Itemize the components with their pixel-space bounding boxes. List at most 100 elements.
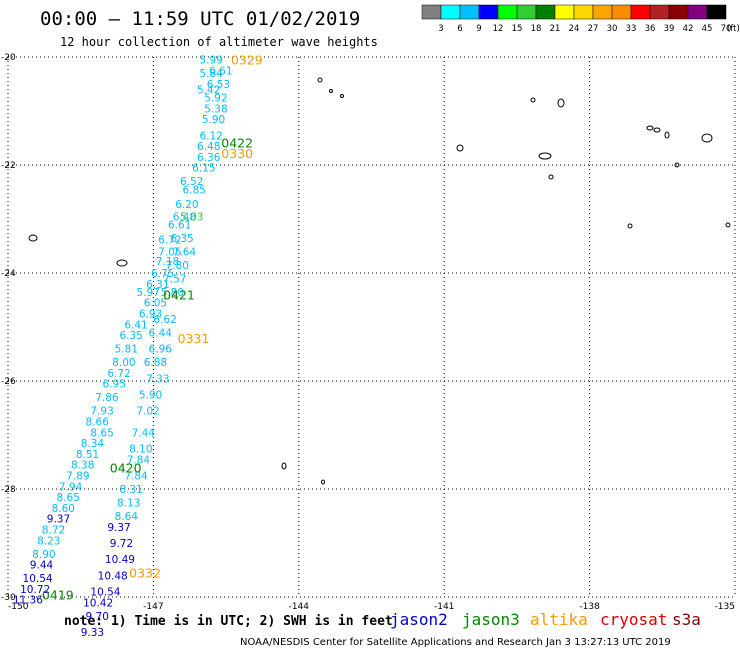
- island-outline: [653, 127, 661, 133]
- island-outline: [116, 259, 128, 267]
- axis-ticks: -20 -22 -24 -26 -28 -30-150 -147 -144 -141 -138 -1…: [1, 53, 735, 612]
- wave-height-label: 7.05: [158, 246, 181, 258]
- wave-height-label: 5.90: [202, 114, 225, 126]
- island-outline: [646, 125, 654, 131]
- wave-height-label: 8.23: [37, 535, 60, 547]
- wave-height-label: 8.64: [115, 511, 139, 523]
- colorbar-swatch: [516, 4, 537, 20]
- wave-height-label: 5.81: [115, 344, 138, 356]
- wave-height-label: 8.10: [129, 444, 152, 456]
- lat-tick-label: -30: [1, 593, 16, 603]
- colorbar-label: 27: [588, 24, 599, 34]
- wave-height-label: 10.54: [23, 573, 53, 585]
- wave-height-label: 10.49: [105, 554, 135, 566]
- wave-height-label: 6.35: [170, 233, 193, 245]
- island-outline: [548, 174, 554, 180]
- wave-height-label: 5.42: [197, 84, 220, 96]
- colorbar-swatch: [478, 4, 499, 20]
- island-outline: [701, 133, 713, 143]
- wave-height-label: 6.53: [207, 79, 230, 91]
- wave-height-label: 6.15: [192, 163, 215, 175]
- units-note: note: 1) Time is in UTC; 2) SWH is in fe…: [64, 614, 393, 629]
- wave-height-label: 9.37: [107, 522, 130, 534]
- wave-height-label: 7.44: [132, 427, 156, 439]
- wave-height-label: 6.88: [144, 357, 167, 369]
- wave-height-label: 8.00: [112, 357, 135, 369]
- wave-height-label: 10.48: [98, 570, 128, 582]
- wave-height-label: 6.44: [149, 327, 173, 339]
- wave-height-label: 9.33: [81, 627, 104, 639]
- wave-height-label: 6.48: [197, 141, 220, 153]
- island-outline: [664, 131, 670, 139]
- colorbar-swatch: [611, 4, 632, 20]
- wave-height-label: 8.13: [117, 498, 140, 510]
- island-outline: [281, 462, 287, 470]
- pass-time-label: 0419: [42, 587, 74, 602]
- colorbar-swatch: [440, 4, 461, 20]
- wave-height-label: 7.57: [163, 273, 186, 285]
- lat-tick-label: -28: [1, 485, 16, 495]
- wave-height-label: 8.65: [90, 427, 113, 439]
- satellite-legend-s3a: s3a: [672, 610, 701, 629]
- colorbar-swatch: [649, 4, 670, 20]
- wave-height-label: 9.44: [30, 560, 54, 572]
- lon-tick-label: -144: [289, 602, 310, 612]
- satellite-legend-jason2: jason2: [390, 610, 448, 629]
- island-outline: [557, 98, 565, 108]
- wave-height-label: 5.38: [204, 103, 227, 115]
- pass-time-label: 0329: [231, 53, 263, 68]
- colorbar-label: 12: [493, 24, 504, 34]
- colorbar-label: 30: [607, 24, 618, 34]
- lon-tick-label: -150: [8, 602, 29, 612]
- wave-height-label: 9.70: [86, 611, 109, 623]
- pass-time-label: 0332: [129, 566, 161, 581]
- wave-height-label: 6.62: [153, 314, 176, 326]
- colorbar-label: 33: [626, 24, 637, 34]
- satellite-legend-altika: altika: [530, 610, 588, 629]
- colorbar-label: 18: [531, 24, 542, 34]
- colorbar-swatch: [592, 4, 613, 20]
- wave-height-label: 6.61: [168, 219, 191, 231]
- wave-height-label: 5.84: [199, 68, 223, 80]
- wave-height-label: 10.72: [20, 584, 50, 596]
- wave-height-label: 11.36: [13, 595, 43, 607]
- pass-time-label: 0331: [178, 331, 210, 346]
- wave-height-label: 8.65: [56, 492, 79, 504]
- wave-height-label: 6.48: [173, 211, 196, 223]
- wave-height-label: 6.36: [197, 152, 221, 164]
- colorbar-swatch: [421, 4, 442, 20]
- wave-height-label: 6.12: [199, 130, 222, 142]
- colorbar-label: 39: [664, 24, 675, 34]
- colorbar-label: 9: [476, 24, 481, 34]
- colorbar-label: 36: [645, 24, 656, 34]
- colorbar-swatch: [497, 4, 518, 20]
- wave-height-label: 5.97: [136, 287, 159, 299]
- wave-height-label: 5.90: [139, 390, 162, 402]
- wave-height-label: 7.33: [146, 373, 169, 385]
- island-outline: [538, 152, 552, 160]
- wave-height-label: 8.66: [86, 417, 110, 429]
- wave-height-labels: 5.996.615.846.535.425.925.385.906.126.48…: [13, 55, 233, 639]
- wave-height-label: 6.75: [151, 268, 174, 280]
- satellite-legend: jason2 jason3 altika cryosat s3a: [390, 610, 701, 629]
- colorbar-swatch: [668, 4, 689, 20]
- wave-height-label: 8.31: [119, 484, 142, 496]
- wave-height-label: 8.60: [52, 503, 75, 515]
- wave-height-label: 7.18: [156, 256, 179, 268]
- island-outlines: [28, 77, 731, 485]
- wave-height-label: 6.31: [146, 279, 169, 291]
- wave-height-label: 10.54: [90, 587, 120, 599]
- wave-height-label: 7.64: [173, 246, 197, 258]
- wave-height-label: 5.03: [180, 211, 203, 223]
- wave-height-label: 6.93: [139, 309, 162, 321]
- wave-height-label: 8.51: [76, 449, 99, 461]
- wave-height-label: 7.84: [124, 471, 148, 483]
- colorbar-label: 6: [457, 24, 462, 34]
- wave-height-label: 7.80: [166, 260, 189, 272]
- credit-line: NOAA/NESDIS Center for Satellite Applica…: [240, 637, 671, 648]
- island-outline: [725, 222, 731, 228]
- colorbar-swatch: [535, 4, 556, 20]
- pass-time-label: 0420: [110, 460, 142, 475]
- wave-height-label: 8.34: [81, 438, 105, 450]
